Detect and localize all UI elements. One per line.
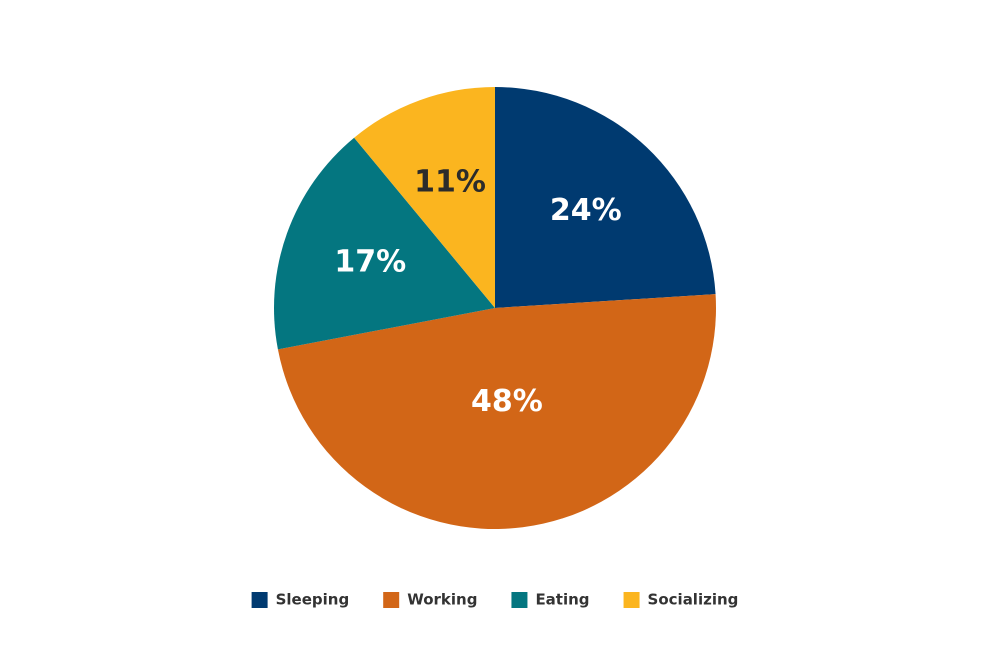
pie-slice — [277, 294, 716, 530]
legend-swatch — [511, 592, 528, 608]
legend-label: Sleeping — [276, 591, 350, 609]
value-label: 17% — [334, 245, 406, 280]
value-label: 48% — [471, 384, 543, 419]
legend-swatch — [623, 592, 640, 608]
legend-label: Working — [407, 591, 477, 609]
pie-slice — [354, 87, 495, 308]
legend-label: Socializing — [648, 591, 739, 609]
pie-slice — [274, 137, 495, 350]
legend-swatch — [383, 592, 400, 608]
value-label: 24% — [550, 193, 622, 228]
legend-label: Eating — [535, 591, 589, 609]
legend-swatch — [251, 592, 268, 608]
pie-slice — [495, 87, 716, 308]
value-label: 11% — [414, 165, 486, 200]
